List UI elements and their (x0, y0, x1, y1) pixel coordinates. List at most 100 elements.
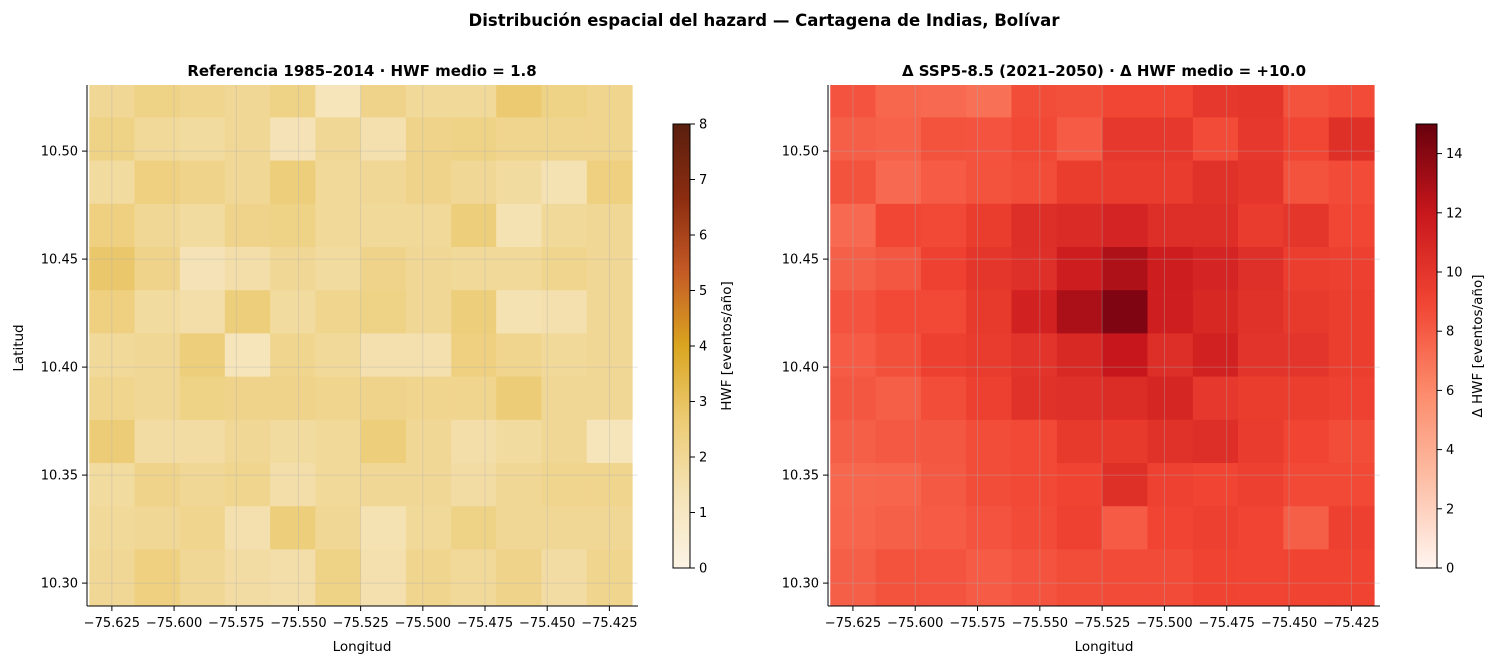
reference-heatmap-cell (89, 463, 136, 507)
reference-heatmap-cell (315, 247, 362, 291)
reference-y-tick-label: 10.50 (41, 145, 78, 160)
delta-heatmap-cell (1328, 160, 1375, 205)
reference-heatmap-cell (89, 549, 136, 594)
reference-heatmap-cell (451, 592, 498, 606)
reference-heatmap-cell (270, 203, 316, 248)
delta-heatmap-cell (1056, 117, 1103, 162)
delta-heatmap-cell (830, 290, 877, 334)
reference-heatmap-cell (496, 290, 543, 334)
reference-heatmap-cell (360, 549, 407, 594)
delta-heatmap-cell (1011, 376, 1058, 421)
reference-heatmap-cell (451, 290, 498, 334)
delta-heatmap-cell (920, 160, 967, 205)
delta-heatmap-cell (875, 333, 922, 378)
reference-x-tick-label: −75.425 (581, 616, 637, 631)
delta-heatmap-cell (875, 376, 922, 421)
delta-heatmap-cell (1192, 549, 1239, 594)
delta-heatmap-cell (1147, 160, 1194, 205)
delta-heatmap-cell (1147, 247, 1194, 291)
reference-heatmap-cell (315, 160, 362, 205)
reference-heatmap-cell (405, 549, 452, 594)
reference-heatmap-cell (270, 117, 316, 162)
reference-heatmap-cell (541, 117, 588, 162)
reference-heatmap-cell (179, 419, 226, 464)
reference-heatmap-cell (405, 203, 452, 248)
delta-x-tick-label: −75.425 (1323, 616, 1379, 631)
reference-heatmap-cell (315, 592, 362, 606)
reference-heatmap-cell (586, 117, 633, 162)
reference-heatmap-cell (496, 463, 543, 507)
delta-heatmap-cell (920, 290, 967, 334)
reference-heatmap-cell (134, 376, 181, 421)
reference-heatmap-cell (134, 549, 181, 594)
delta-heatmap-cell (1056, 85, 1103, 118)
delta-heatmap-cell (1237, 376, 1284, 421)
delta-x-tick-label: −75.600 (887, 616, 943, 631)
delta-heatmap-cell (1056, 463, 1103, 507)
reference-heatmap-cell (179, 463, 226, 507)
delta-y-tick-label: 10.45 (782, 253, 819, 268)
delta-heatmap-cell (1192, 506, 1239, 551)
delta-heatmap-cell (966, 160, 1012, 205)
delta-heatmap-cell (1102, 203, 1149, 248)
delta-heatmap-cell (1283, 463, 1330, 507)
reference-heatmap-cell (179, 117, 226, 162)
reference-heatmap-cell (224, 85, 271, 118)
reference-x-tick-label: −75.500 (395, 616, 451, 631)
reference-heatmap-cell (405, 160, 452, 205)
reference-heatmap-cell (224, 506, 271, 551)
reference-x-tick-label: −75.550 (270, 616, 326, 631)
delta-heatmap-cell (830, 376, 877, 421)
reference-heatmap-cell (89, 506, 136, 551)
reference-heatmap-cell (89, 419, 136, 464)
reference-heatmap-cell (134, 290, 181, 334)
delta-heatmap-cell (875, 290, 922, 334)
reference-heatmap-cell (586, 592, 633, 606)
delta-heatmap-cell (1056, 549, 1103, 594)
reference-heatmap-cell (270, 592, 316, 606)
reference-heatmap-cell (315, 506, 362, 551)
delta-heatmap-cell (1328, 203, 1375, 248)
reference-heatmap-cell (405, 117, 452, 162)
delta-heatmap-cell (966, 247, 1012, 291)
delta-heatmap-cell (1283, 160, 1330, 205)
delta-heatmap-cell (1102, 419, 1149, 464)
reference-heatmap-cell (360, 117, 407, 162)
delta-y-tick-label: 10.35 (782, 469, 819, 484)
delta-heatmap-cell (1056, 203, 1103, 248)
reference-heatmap-cell (405, 506, 452, 551)
delta-heatmap-cell (1192, 592, 1239, 606)
delta-heatmap-cell (1328, 592, 1375, 606)
reference-heatmap-cell (496, 333, 543, 378)
delta-heatmap-cell (920, 117, 967, 162)
delta-heatmap-cell (1056, 290, 1103, 334)
delta-heatmap-cell (1147, 85, 1194, 118)
reference-heatmap-cell (270, 333, 316, 378)
reference-x-tick-label: −75.575 (208, 616, 264, 631)
reference-heatmap-cell (586, 290, 633, 334)
delta-heatmap-cell (1283, 592, 1330, 606)
delta-heatmap-cell (1192, 463, 1239, 507)
reference-heatmap-cell (586, 419, 633, 464)
delta-heatmap-cell (1237, 117, 1284, 162)
delta-heatmap-cell (1147, 376, 1194, 421)
reference-heatmap-cell (451, 549, 498, 594)
delta-heatmap-cell (1192, 85, 1239, 118)
delta-heatmap-cell (966, 290, 1012, 334)
reference-heatmap-cell (134, 419, 181, 464)
reference-heatmap-cell (451, 506, 498, 551)
reference-colorbar-label: HWF [eventos/año] (719, 281, 735, 410)
delta-heatmap-cell (920, 247, 967, 291)
delta-heatmap-cell (1011, 203, 1058, 248)
delta-heatmap-cell (1328, 333, 1375, 378)
delta-heatmap-cell (966, 117, 1012, 162)
delta-heatmap-cell (920, 549, 967, 594)
reference-heatmap-cell (224, 463, 271, 507)
delta-heatmap-cell (1102, 376, 1149, 421)
reference-colorbar-tick-label: 4 (699, 340, 707, 355)
delta-x-tick-label: −75.575 (949, 616, 1005, 631)
delta-heatmap-cell (1102, 160, 1149, 205)
delta-heatmap-cell (920, 376, 967, 421)
reference-heatmap-cell (270, 376, 316, 421)
